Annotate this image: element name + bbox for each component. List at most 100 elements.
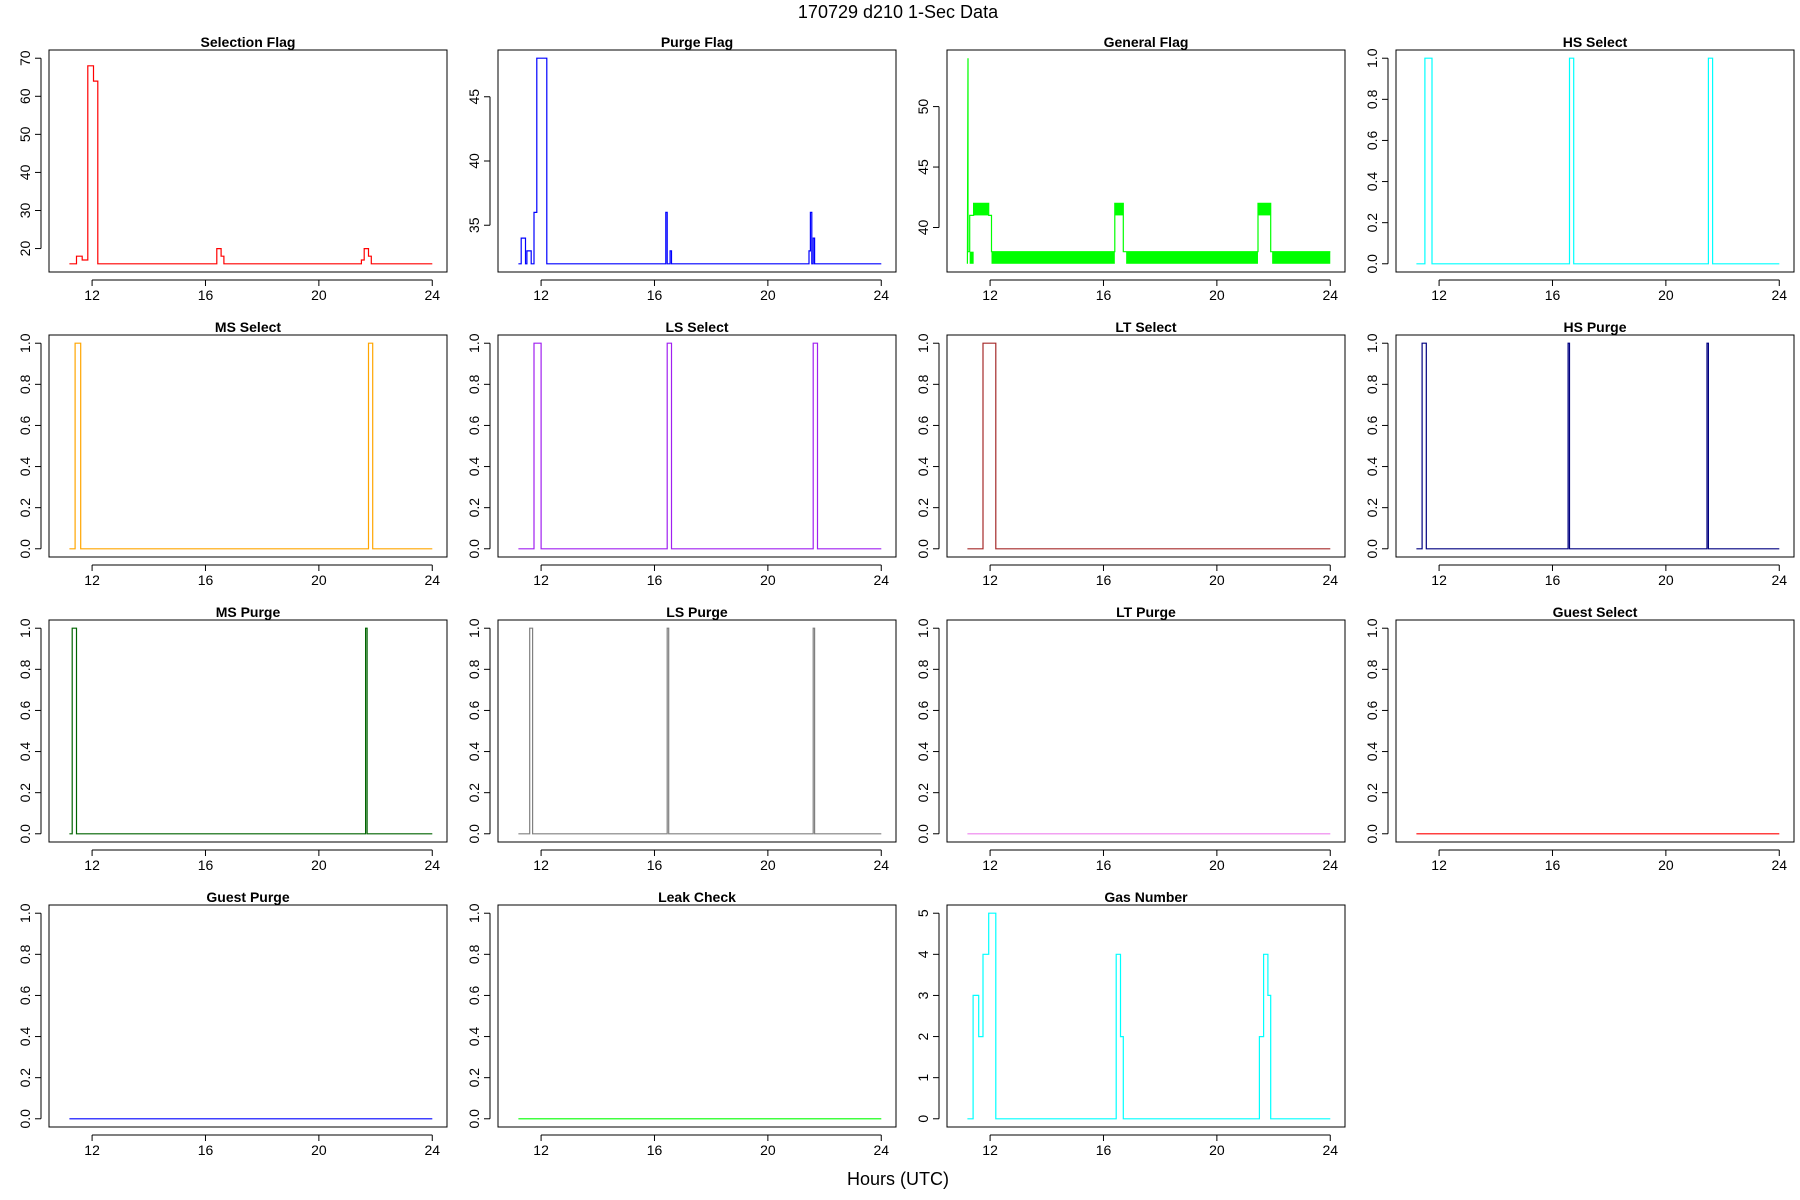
x-tick-label: 16 — [198, 287, 214, 303]
panel-lt-select: LT Select 12 16 20 24 0.0 0.2 0.4 0.6 0.8 1.0 — [915, 319, 1346, 588]
panel-title: Gas Number — [1104, 889, 1188, 905]
y-tick-label: 0.8 — [466, 944, 482, 964]
series-line-hs-select — [1416, 57, 1780, 265]
panel-ms-purge: MS Purge 12 16 20 24 0.0 0.2 0.4 0.6 0.8 1.0 — [17, 604, 448, 873]
x-tick-label: 24 — [1322, 1142, 1338, 1158]
x-tick-label: 24 — [424, 572, 440, 588]
panel-ms-select: MS Select 12 16 20 24 0.0 0.2 0.4 0.6 0.8 1.0 — [17, 319, 448, 588]
y-tick-label: 0.8 — [17, 374, 33, 394]
y-tick-label: 0.2 — [466, 1068, 482, 1088]
y-tick-label: 40 — [17, 164, 33, 180]
series-line-lt-select — [967, 342, 1331, 550]
y-tick-label: 0.4 — [466, 457, 482, 477]
y-tick-label: 0.6 — [1364, 131, 1380, 151]
x-tick-label: 16 — [1096, 572, 1112, 588]
x-tick-label: 12 — [982, 857, 998, 873]
panel-title: LT Select — [1115, 319, 1177, 335]
y-tick-label: 0.4 — [1364, 172, 1380, 192]
series-band — [1257, 203, 1271, 216]
plot-frame — [48, 334, 448, 558]
y-tick-label: 0.8 — [1364, 89, 1380, 109]
y-tick-label: 0.2 — [466, 783, 482, 803]
y-tick-label: 0.8 — [466, 659, 482, 679]
x-tick-label: 20 — [311, 287, 327, 303]
y-tick-label: 3 — [915, 991, 931, 999]
panel-title: Guest Purge — [206, 889, 289, 905]
plot-frame — [497, 49, 897, 273]
y-tick-label: 0.0 — [1364, 824, 1380, 844]
y-tick-label: 1.0 — [915, 333, 931, 353]
y-tick-label: 0.8 — [466, 374, 482, 394]
y-tick-label: 0.8 — [17, 944, 33, 964]
y-tick-label: 30 — [17, 202, 33, 218]
y-tick-label: 0.6 — [915, 701, 931, 721]
series-line-general-flag — [966, 58, 1331, 264]
x-tick-label: 16 — [1096, 857, 1112, 873]
panel-general-flag: General Flag 12 16 20 24 40 45 50 — [915, 34, 1346, 303]
panel-hs-select: HS Select 12 16 20 24 0.0 0.2 0.4 0.6 0.8 1.0 — [1364, 34, 1795, 303]
x-tick-label: 24 — [1771, 572, 1787, 588]
y-tick-label: 45 — [915, 159, 931, 175]
y-tick-label: 0.2 — [915, 783, 931, 803]
x-tick-label: 20 — [1209, 572, 1225, 588]
y-tick-label: 50 — [17, 126, 33, 142]
y-tick-label: 0.6 — [1364, 701, 1380, 721]
x-tick-label: 16 — [1096, 287, 1112, 303]
y-tick-label: 0.0 — [915, 824, 931, 844]
plot-frame — [48, 49, 448, 273]
y-tick-label: 0.8 — [17, 659, 33, 679]
x-tick-label: 12 — [533, 572, 549, 588]
x-tick-label: 12 — [1431, 572, 1447, 588]
series-band — [973, 203, 989, 216]
panel-ls-purge: LS Purge 12 16 20 24 0.0 0.2 0.4 0.6 0.8 1.0 — [466, 604, 897, 873]
series-band — [991, 251, 1115, 264]
y-tick-label: 1.0 — [915, 618, 931, 638]
plot-frame — [497, 904, 897, 1128]
plot-frame — [48, 619, 448, 843]
y-tick-label: 0.2 — [466, 498, 482, 518]
y-tick-label: 0.6 — [466, 986, 482, 1006]
series-band — [969, 251, 974, 264]
x-tick-label: 12 — [1431, 857, 1447, 873]
y-tick-label: 0 — [915, 1115, 931, 1123]
plot-frame — [946, 49, 1346, 273]
series-band — [1126, 251, 1258, 264]
x-tick-label: 20 — [1658, 287, 1674, 303]
y-tick-label: 0.0 — [17, 1109, 33, 1129]
series-line-purge-flag — [518, 57, 882, 265]
plot-frame — [1395, 334, 1795, 558]
y-tick-label: 0.6 — [466, 701, 482, 721]
y-tick-label: 0.6 — [466, 416, 482, 436]
y-tick-label: 4 — [915, 950, 931, 958]
plot-frame — [48, 904, 448, 1128]
x-tick-label: 16 — [1096, 1142, 1112, 1158]
plot-frame — [946, 334, 1346, 558]
x-tick-label: 16 — [198, 857, 214, 873]
y-tick-label: 0.0 — [17, 824, 33, 844]
x-tick-label: 12 — [84, 572, 100, 588]
y-tick-label: 0.6 — [915, 416, 931, 436]
x-tick-label: 20 — [311, 1142, 327, 1158]
x-tick-label: 20 — [1209, 1142, 1225, 1158]
x-tick-label: 20 — [760, 572, 776, 588]
y-tick-label: 1.0 — [466, 903, 482, 923]
panel-title: HS Select — [1563, 34, 1628, 50]
y-tick-label: 1.0 — [17, 618, 33, 638]
x-tick-label: 24 — [873, 1142, 889, 1158]
x-tick-label: 12 — [982, 1142, 998, 1158]
x-tick-label: 16 — [198, 572, 214, 588]
x-tick-label: 24 — [1322, 857, 1338, 873]
x-tick-label: 12 — [533, 1142, 549, 1158]
plot-frame — [946, 904, 1346, 1128]
x-tick-label: 16 — [1545, 287, 1561, 303]
y-tick-label: 0.6 — [17, 701, 33, 721]
figure-title: 170729 d210 1-Sec Data — [798, 2, 999, 22]
x-tick-label: 12 — [84, 857, 100, 873]
y-tick-label: 0.0 — [466, 539, 482, 559]
y-tick-label: 1.0 — [466, 618, 482, 638]
y-tick-label: 1.0 — [1364, 48, 1380, 68]
panel-title: Purge Flag — [661, 34, 733, 50]
y-tick-label: 0.8 — [915, 374, 931, 394]
